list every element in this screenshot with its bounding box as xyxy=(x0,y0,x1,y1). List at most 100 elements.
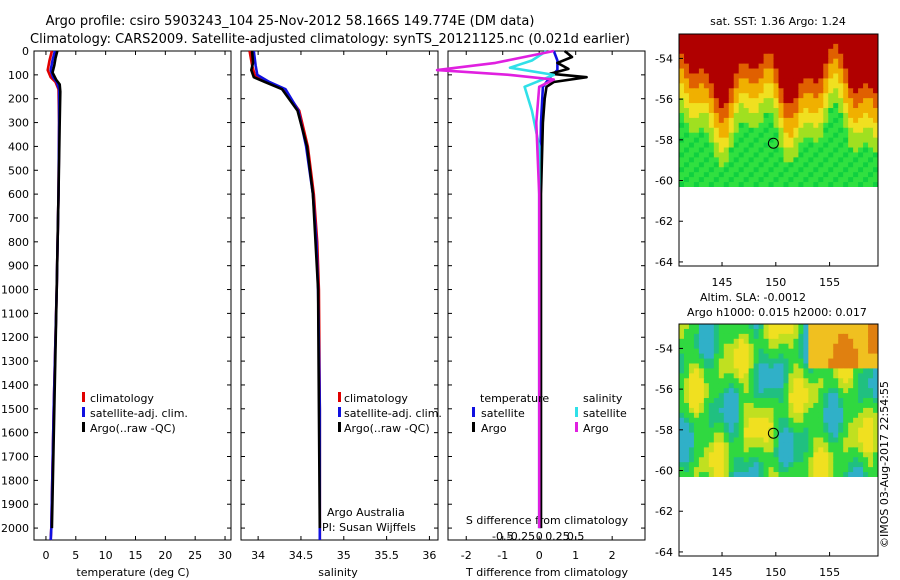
heatmap-cell xyxy=(813,348,819,355)
heatmap-cell xyxy=(683,132,690,139)
heatmap-cell xyxy=(773,172,780,178)
heatmap-cell xyxy=(718,452,725,458)
heatmap-cell xyxy=(873,147,878,154)
heatmap-cell xyxy=(823,412,829,419)
heatmap-cell xyxy=(793,447,799,453)
heatmap-cell xyxy=(703,417,710,424)
heatmap-cell xyxy=(858,348,864,355)
heatmap-cell xyxy=(718,338,725,345)
heatmap-cell xyxy=(813,98,819,104)
heatmap-cell xyxy=(843,427,849,434)
heatmap-cell xyxy=(778,412,785,419)
heatmap-cell xyxy=(843,437,849,444)
heatmap-cell xyxy=(743,147,750,154)
heatmap-cell xyxy=(763,63,770,70)
heatmap-cell xyxy=(753,83,760,89)
heatmap-cell xyxy=(783,34,790,40)
depth-tick-label: 1500 xyxy=(1,403,29,416)
difference-legend: temperature satellite Argo salinity sate… xyxy=(472,392,627,435)
legend-label: Argo(..raw -QC) xyxy=(90,422,176,435)
heatmap-cell xyxy=(743,157,750,163)
heatmap-cell xyxy=(763,172,770,178)
heatmap-cell xyxy=(823,388,829,394)
heatmap-cell xyxy=(808,132,814,139)
heatmap-cell xyxy=(828,103,834,109)
heatmap-cell xyxy=(723,98,730,104)
heatmap-cell xyxy=(703,103,710,109)
heatmap-cell xyxy=(873,447,878,453)
heatmap-cell xyxy=(698,122,705,129)
heatmap-cell xyxy=(818,328,824,335)
map-x-tick-label: 145 xyxy=(712,276,733,289)
heatmap-cell xyxy=(843,447,849,453)
heatmap-cell xyxy=(703,182,710,187)
heatmap-cell xyxy=(683,393,690,399)
heatmap-cell xyxy=(718,437,725,444)
heatmap-cell xyxy=(843,402,849,409)
heatmap-cell xyxy=(778,152,785,158)
heatmap-cell xyxy=(679,452,685,458)
heatmap-cell xyxy=(833,402,839,409)
heatmap-cell xyxy=(679,402,685,409)
heatmap-cell xyxy=(713,338,720,345)
heatmap-cell xyxy=(703,447,710,453)
heatmap-cell xyxy=(783,103,790,109)
heatmap-cell xyxy=(683,457,690,463)
heatmap-cell xyxy=(853,343,859,350)
heatmap-cell xyxy=(818,412,824,419)
profile-series xyxy=(46,49,588,541)
heatmap-cell xyxy=(873,177,878,183)
heatmap-cell xyxy=(723,442,730,448)
heatmap-cell xyxy=(818,472,824,477)
heatmap-cell xyxy=(778,93,785,99)
heatmap-cell xyxy=(853,88,859,94)
heatmap-cell xyxy=(733,452,740,458)
heatmap-cell xyxy=(778,353,785,360)
heatmap-cell xyxy=(768,457,775,463)
heatmap-cell xyxy=(793,177,799,183)
heatmap-cell xyxy=(688,452,695,458)
heatmap-cell xyxy=(738,472,745,477)
heatmap-cell xyxy=(788,53,795,60)
heatmap-cell xyxy=(783,402,790,409)
heatmap-cell xyxy=(778,137,785,144)
heatmap-cell xyxy=(703,152,710,158)
heatmap-cell xyxy=(713,152,720,158)
heatmap-cell xyxy=(818,462,824,468)
heatmap-cell xyxy=(708,398,715,404)
heatmap-cell xyxy=(708,112,715,119)
heatmap-cell xyxy=(773,333,780,340)
heatmap-cell xyxy=(843,472,849,477)
heatmap-cell xyxy=(773,417,780,424)
heatmap-cell xyxy=(693,127,700,134)
heatmap-cell xyxy=(773,452,780,458)
heatmap-cell xyxy=(778,422,785,429)
heatmap-cell xyxy=(768,462,775,468)
heatmap-cell xyxy=(818,343,824,350)
heatmap-cell xyxy=(718,78,725,84)
heatmap-cell xyxy=(808,83,814,89)
heatmap-cell xyxy=(708,48,715,55)
heatmap-cell xyxy=(788,142,795,149)
x-tick-label: 0 xyxy=(536,549,543,562)
heatmap-cell xyxy=(823,328,829,335)
heatmap-cell xyxy=(818,388,824,394)
heatmap-cell xyxy=(808,363,814,370)
heatmap-cell xyxy=(818,338,824,345)
heatmap-cell xyxy=(763,127,770,134)
heatmap-cell xyxy=(753,457,760,463)
heatmap-cell xyxy=(748,422,755,429)
heatmap-cell xyxy=(713,412,720,419)
heatmap-cell xyxy=(858,167,864,173)
heatmap-cell xyxy=(723,417,730,424)
heatmap-cell xyxy=(693,333,700,340)
heatmap-cell xyxy=(833,363,839,370)
heatmap-cell xyxy=(758,112,765,119)
heatmap-cell xyxy=(723,157,730,163)
heatmap-cell xyxy=(858,58,864,65)
heatmap-cell xyxy=(763,162,770,168)
heatmap-cell xyxy=(718,432,725,439)
heatmap-cell xyxy=(793,132,799,139)
heatmap-cell xyxy=(833,437,839,444)
heatmap-cell xyxy=(708,122,715,129)
